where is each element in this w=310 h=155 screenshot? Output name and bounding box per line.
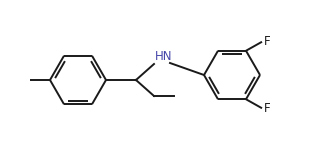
- Text: HN: HN: [155, 50, 172, 63]
- Text: F: F: [264, 35, 271, 48]
- Text: F: F: [264, 102, 271, 115]
